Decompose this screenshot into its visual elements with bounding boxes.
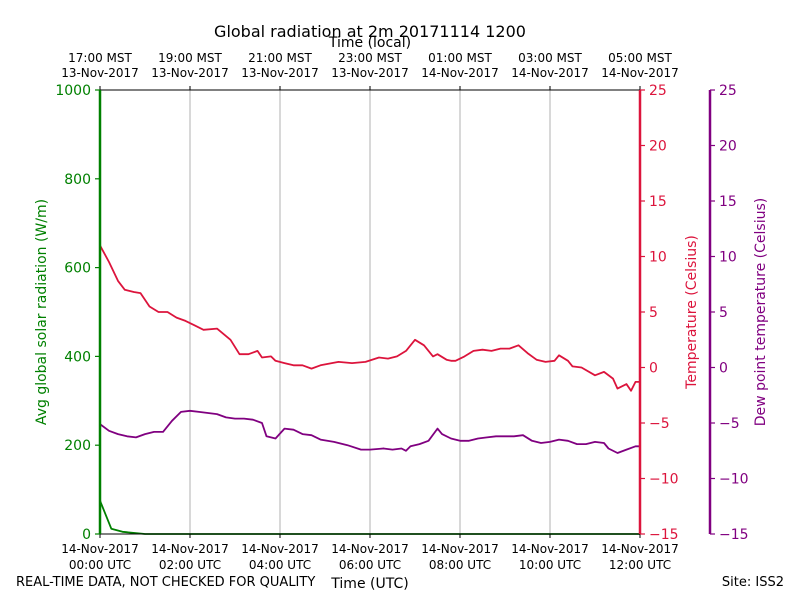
- top-tick-label: 19:00 MST: [158, 51, 222, 65]
- x-tick-label: 14-Nov-2017: [511, 542, 589, 556]
- temperature-tick-label: −10: [649, 472, 679, 488]
- temperature-tick-label: 25: [649, 83, 667, 99]
- left-tick-label: 1000: [55, 83, 91, 99]
- temperature-axis-label: Temperature (Celsius): [684, 235, 700, 390]
- x-tick-label: 10:00 UTC: [519, 558, 581, 572]
- dewpoint-tick-label: 10: [719, 250, 737, 266]
- dewpoint-tick-label: 25: [719, 83, 737, 99]
- tick-labels: 14-Nov-2017 00:00 UTC 14-Nov-2017 02:00 UTC…: [55, 51, 748, 572]
- x-tick-label: 12:00 UTC: [609, 558, 671, 572]
- left-tick-label: 600: [64, 261, 91, 277]
- dewpoint-tick-label: 5: [719, 305, 728, 321]
- x-tick-label: 14-Nov-2017: [331, 542, 409, 556]
- x-tick-label: 06:00 UTC: [339, 558, 401, 572]
- x-tick-label: 14-Nov-2017: [151, 542, 229, 556]
- x-tick-label: 00:00 UTC: [69, 558, 131, 572]
- top-tick-label: 17:00 MST: [68, 51, 132, 65]
- left-tick-label: 0: [82, 527, 91, 543]
- temperature-line: [99, 244, 641, 392]
- left-tick-label: 200: [64, 438, 91, 454]
- temperature-tick-label: 15: [649, 194, 667, 210]
- temperature-tick-label: 5: [649, 305, 658, 321]
- quality-note: REAL-TIME DATA, NOT CHECKED FOR QUALITY: [16, 575, 316, 590]
- dew-point-temperature-line: [382, 427, 641, 454]
- top-tick-label: 13-Nov-2017: [61, 66, 139, 80]
- temperature-tick-label: −5: [649, 416, 670, 432]
- dew-point-temperature-line: [99, 409, 385, 451]
- x-axis-label: Time (UTC): [330, 576, 408, 592]
- top-tick-label: 13-Nov-2017: [151, 66, 229, 80]
- temperature-tick-label: 0: [649, 361, 658, 377]
- top-tick-label: 13-Nov-2017: [241, 66, 319, 80]
- x-tick-label: 04:00 UTC: [249, 558, 311, 572]
- temperature-tick-label: 20: [649, 139, 667, 155]
- x-tick-label: 14-Nov-2017: [241, 542, 319, 556]
- dewpoint-tick-label: 0: [719, 361, 728, 377]
- x-tick-label: 14-Nov-2017: [61, 542, 139, 556]
- x-tick-label: 08:00 UTC: [429, 558, 491, 572]
- left-axis-label: Avg global solar radiation (W/m): [34, 199, 50, 425]
- top-tick-label: 05:00 MST: [608, 51, 672, 65]
- left-tick-label: 400: [64, 349, 91, 365]
- dewpoint-tick-label: −10: [719, 472, 749, 488]
- dewpoint-tick-label: 15: [719, 194, 737, 210]
- dewpoint-tick-label: 20: [719, 139, 737, 155]
- top-tick-label: 23:00 MST: [338, 51, 402, 65]
- top-tick-label: 13-Nov-2017: [331, 66, 409, 80]
- temperature-tick-label: −15: [649, 527, 679, 543]
- top-tick-label: 01:00 MST: [428, 51, 492, 65]
- axes: [98, 90, 712, 534]
- dewpoint-tick-label: −5: [719, 416, 740, 432]
- gridlines: [189, 90, 551, 534]
- dewpoint-tick-label: −15: [719, 527, 749, 543]
- chart-title: Global radiation at 2m 20171114 1200: [214, 22, 526, 41]
- top-tick-label: 14-Nov-2017: [511, 66, 589, 80]
- site-note: Site: ISS2: [721, 575, 784, 590]
- top-tick-label: 03:00 MST: [518, 51, 582, 65]
- dewpoint-axis-label: Dew point temperature (Celsius): [753, 198, 769, 426]
- top-tick-label: 14-Nov-2017: [421, 66, 499, 80]
- left-tick-label: 800: [64, 172, 91, 188]
- top-axis-label: Time (local): [328, 35, 411, 51]
- x-tick-label: 02:00 UTC: [159, 558, 221, 572]
- top-tick-label: 21:00 MST: [248, 51, 312, 65]
- x-tick-label: 14-Nov-2017: [601, 542, 679, 556]
- x-tick-label: 14-Nov-2017: [421, 542, 499, 556]
- top-tick-label: 14-Nov-2017: [601, 66, 679, 80]
- temperature-tick-label: 10: [649, 250, 667, 266]
